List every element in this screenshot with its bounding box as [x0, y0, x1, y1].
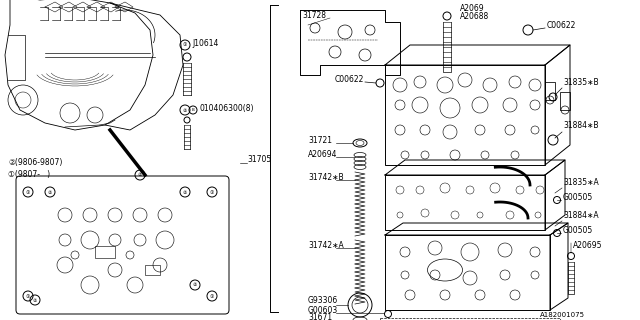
Bar	[560, 92, 570, 110]
Text: 010406300(8): 010406300(8)	[199, 104, 253, 113]
Text: ②: ②	[183, 189, 187, 195]
Text: A20694: A20694	[308, 150, 337, 159]
Text: ①: ①	[183, 43, 187, 47]
Text: 31728: 31728	[302, 11, 326, 20]
Text: ①(9807-   ): ①(9807- )	[8, 170, 50, 179]
Text: J10614: J10614	[192, 39, 218, 48]
Text: 31835∗B: 31835∗B	[563, 78, 598, 87]
Text: A20688: A20688	[460, 12, 489, 21]
Text: B: B	[191, 108, 195, 112]
Text: G00505: G00505	[563, 226, 593, 235]
Text: ②: ②	[48, 189, 52, 195]
Text: 31742∗A: 31742∗A	[308, 241, 344, 250]
Bar	[95, 246, 115, 258]
Text: ②: ②	[183, 108, 187, 113]
Text: ①: ①	[26, 189, 30, 195]
Text: ②: ②	[193, 283, 197, 287]
Text: G93306: G93306	[308, 296, 339, 305]
Bar	[545, 82, 555, 100]
Text: A2069: A2069	[460, 4, 484, 13]
Text: G00603: G00603	[308, 306, 339, 315]
Text: 31705: 31705	[247, 155, 271, 164]
Text: ②: ②	[33, 298, 37, 302]
Text: ①: ①	[26, 293, 30, 299]
Text: ①: ①	[210, 189, 214, 195]
Bar	[145, 265, 160, 275]
Text: 31742∗B: 31742∗B	[308, 173, 344, 182]
Text: 31884∗B: 31884∗B	[563, 121, 598, 130]
Text: 31721: 31721	[308, 136, 332, 145]
Text: 31671: 31671	[308, 313, 332, 320]
Text: A182001075: A182001075	[540, 312, 585, 318]
Text: ①: ①	[210, 293, 214, 299]
Text: C00622: C00622	[335, 75, 364, 84]
Text: A20695: A20695	[573, 241, 602, 250]
Text: ②: ②	[138, 172, 142, 178]
Text: 31835∗A: 31835∗A	[563, 178, 599, 187]
Text: ②(9806-9807): ②(9806-9807)	[8, 158, 62, 167]
Text: C00622: C00622	[547, 21, 577, 30]
Text: G00505: G00505	[563, 193, 593, 202]
Bar	[385, 65, 545, 165]
Bar	[385, 175, 545, 230]
Bar	[385, 235, 550, 310]
Text: 31884∗A: 31884∗A	[563, 211, 598, 220]
